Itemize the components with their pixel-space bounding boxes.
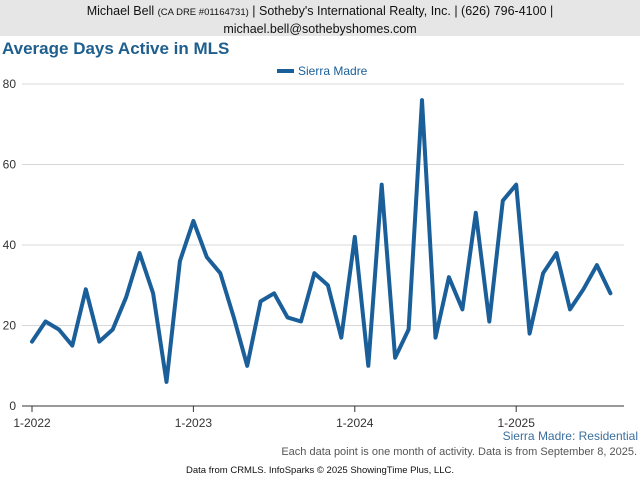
agent-license: (CA DRE #01164731) [157, 7, 249, 18]
axes: 0 20 40 60 80 1-2022 1-2023 1-2024 1-2025 [3, 77, 624, 430]
grid-lines [22, 83, 624, 326]
y-tick-label: 0 [9, 399, 16, 413]
y-tick-label: 80 [3, 77, 17, 91]
y-tick-label: 40 [3, 238, 17, 252]
series-line [30, 98, 613, 384]
data-note: Each data point is one month of activity… [281, 446, 637, 458]
series-annotation: Sierra Madre: Residential [503, 429, 638, 443]
agent-header-line-1: Michael Bell (CA DRE #01164731) | Sotheb… [0, 3, 640, 21]
agent-company-phone: | Sotheby's International Realty, Inc. |… [252, 4, 554, 18]
legend: Sierra Madre [277, 64, 368, 78]
agent-email[interactable]: michael.bell@sothebyshomes.com [223, 22, 417, 36]
chart-title: Average Days Active in MLS [2, 39, 230, 58]
y-tick-label: 60 [3, 158, 17, 172]
x-tick-label: 1-2023 [175, 416, 213, 430]
x-tick-label: 1-2024 [336, 416, 374, 430]
agent-header: Michael Bell (CA DRE #01164731) | Sotheb… [0, 0, 640, 36]
x-tick-label: 1-2022 [13, 416, 51, 430]
legend-label: Sierra Madre [298, 64, 368, 78]
agent-name: Michael Bell [86, 4, 155, 18]
data-source: Data from CRMLS. InfoSparks © 2025 Showi… [185, 465, 454, 476]
y-tick-label: 20 [3, 319, 17, 333]
x-tick-label: 1-2025 [498, 416, 536, 430]
series-layer [30, 98, 613, 384]
